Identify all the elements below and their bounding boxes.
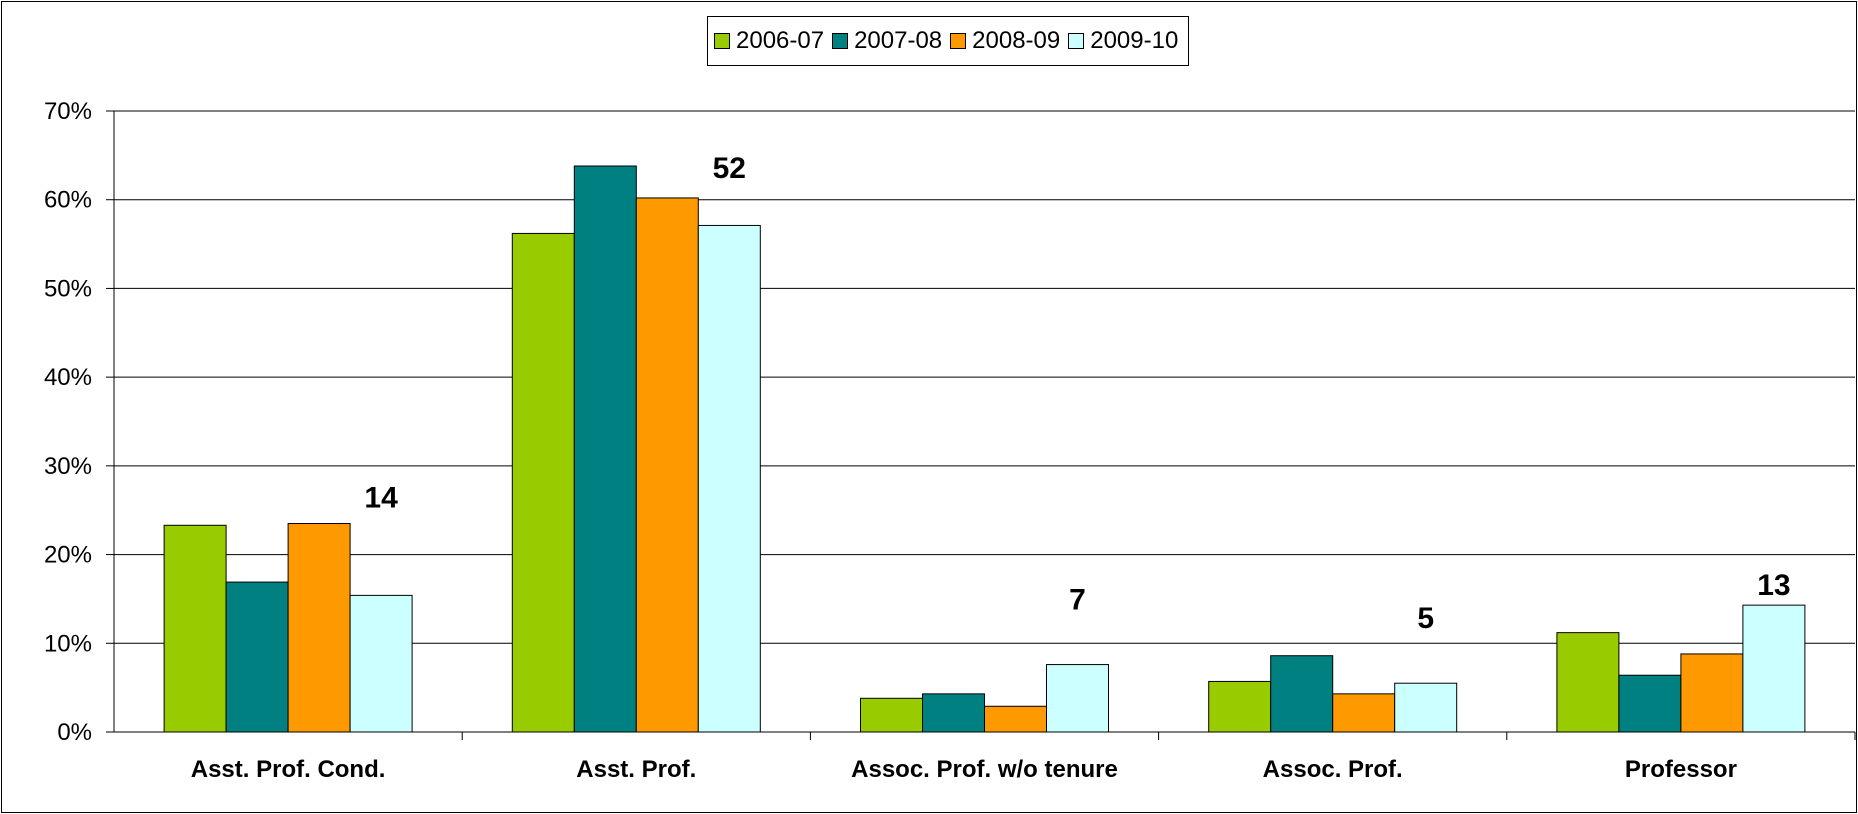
y-tick-label: 40% bbox=[44, 364, 92, 391]
legend-label: 2008-09 bbox=[972, 27, 1061, 54]
bar-2009-10 bbox=[1394, 682, 1458, 733]
bar-2006-07 bbox=[511, 232, 575, 733]
bar-2008-09 bbox=[635, 197, 699, 733]
data-annotation: 7 bbox=[1069, 584, 1086, 617]
bar-2007-08 bbox=[1618, 674, 1682, 733]
bar-2006-07 bbox=[1208, 680, 1272, 733]
legend-swatch bbox=[1068, 33, 1085, 49]
data-annotation: 52 bbox=[713, 152, 746, 185]
bar-2009-10 bbox=[1742, 604, 1806, 733]
legend-swatch bbox=[832, 33, 849, 49]
legend-item-2008-09: 2008-09 bbox=[950, 27, 1060, 55]
data-annotation: 13 bbox=[1757, 569, 1790, 602]
bar-2008-09 bbox=[1680, 653, 1744, 733]
bar-2007-08 bbox=[922, 693, 985, 733]
bar-2006-07 bbox=[1556, 632, 1620, 733]
bar-2008-09 bbox=[1332, 693, 1396, 733]
y-tick-label: 10% bbox=[44, 630, 92, 657]
legend-swatch bbox=[714, 33, 730, 49]
legend-label: 2009-10 bbox=[1090, 27, 1179, 54]
y-tick-label: 70% bbox=[44, 98, 92, 125]
y-tick-label: 60% bbox=[44, 187, 92, 214]
bar-2006-07 bbox=[860, 697, 923, 733]
legend-item-2009-10: 2009-10 bbox=[1068, 27, 1178, 55]
x-category-label: Professor bbox=[1625, 756, 1737, 783]
legend-item-2006-07: 2006-07 bbox=[714, 27, 824, 55]
chart-legend: 2006-07 2007-08 2008-09 2009-10 bbox=[707, 16, 1190, 66]
x-category-label: Assoc. Prof. w/o tenure bbox=[851, 756, 1118, 783]
bar-2009-10 bbox=[349, 594, 413, 733]
legend-label: 2007-08 bbox=[854, 27, 943, 54]
bar-2007-08 bbox=[225, 581, 289, 733]
bar-2008-09 bbox=[984, 705, 1047, 733]
legend-item-2007-08: 2007-08 bbox=[832, 27, 942, 55]
data-annotation: 14 bbox=[364, 482, 398, 515]
legend-label: 2006-07 bbox=[736, 27, 825, 54]
x-category-label: Assoc. Prof. bbox=[1263, 756, 1403, 783]
bar-2009-10 bbox=[1046, 664, 1109, 733]
y-tick-label: 50% bbox=[44, 275, 92, 302]
bar-2007-08 bbox=[573, 165, 637, 733]
bar-2009-10 bbox=[697, 224, 761, 733]
x-category-label: Asst. Prof. bbox=[576, 756, 696, 783]
bar-2006-07 bbox=[163, 524, 227, 733]
y-tick-label: 0% bbox=[57, 719, 92, 746]
legend-swatch bbox=[950, 33, 967, 49]
x-category-label: Asst. Prof. Cond. bbox=[191, 756, 386, 783]
y-tick-label: 20% bbox=[44, 542, 92, 569]
data-annotation: 5 bbox=[1417, 602, 1434, 635]
bar-2007-08 bbox=[1270, 655, 1334, 733]
y-tick-label: 30% bbox=[44, 453, 92, 480]
bar-2008-09 bbox=[287, 523, 351, 733]
